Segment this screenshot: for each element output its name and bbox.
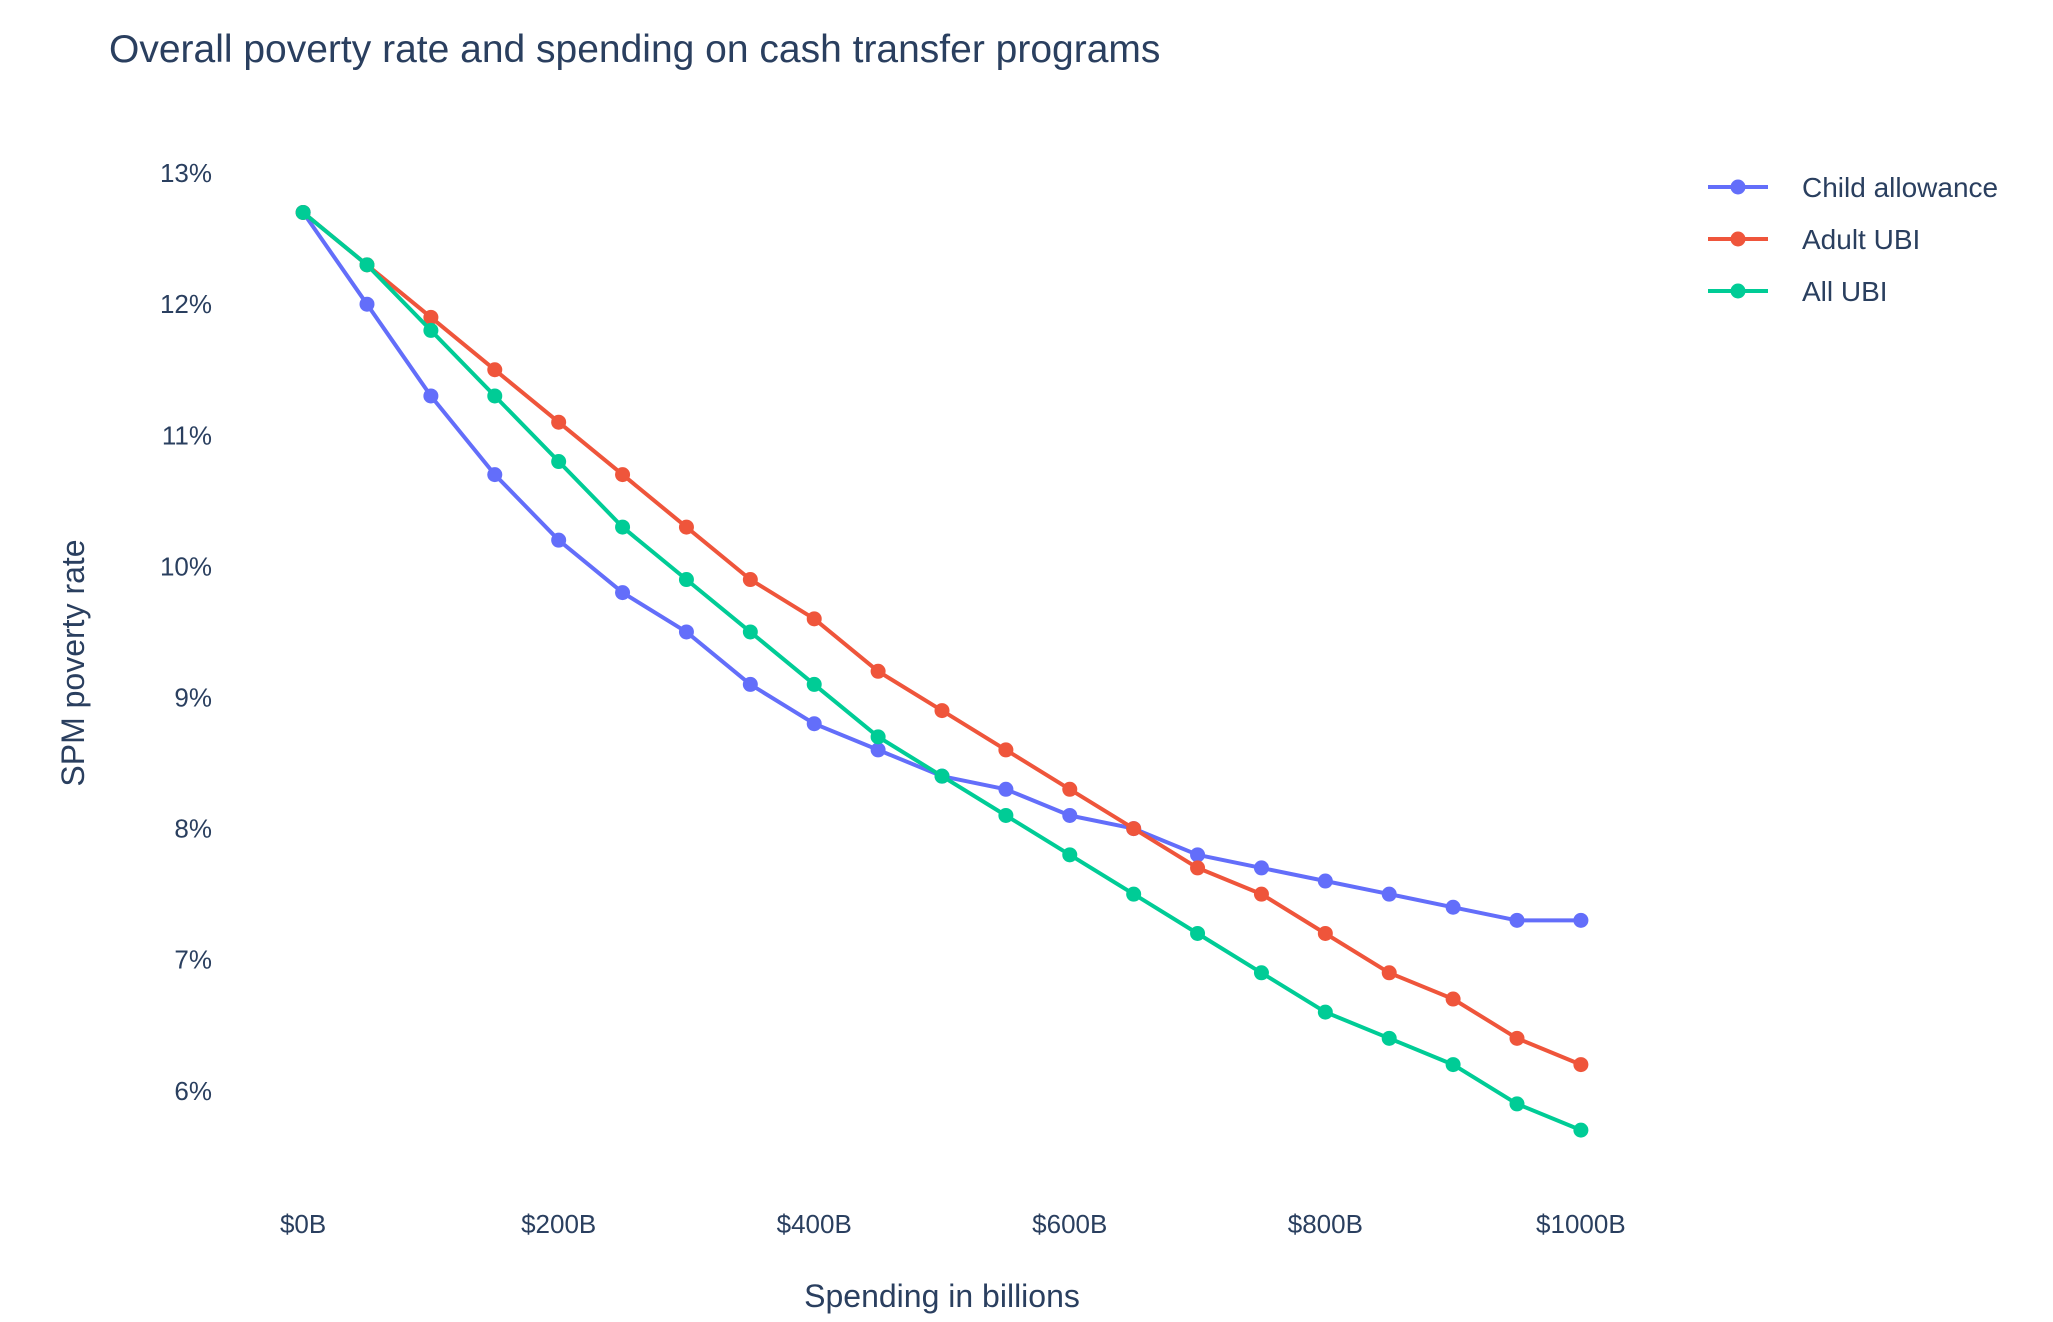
data-point: [1317, 873, 1333, 889]
x-tick-label: $0B: [280, 1209, 326, 1239]
x-tick-label: $400B: [777, 1209, 852, 1239]
data-point: [1381, 1030, 1397, 1046]
y-axis-title: SPM poverty rate: [55, 539, 91, 786]
data-point: [359, 296, 375, 312]
legend-item[interactable]: Adult UBI: [1708, 224, 1920, 255]
data-point: [1381, 965, 1397, 981]
legend-label: Adult UBI: [1802, 224, 1920, 255]
y-tick-label: 8%: [174, 814, 212, 844]
data-point: [1445, 991, 1461, 1007]
x-axis-ticks: $0B $200B $400B $600B $800B $1000B: [280, 1209, 1626, 1239]
y-tick-label: 11%: [162, 420, 212, 450]
data-point: [870, 742, 886, 758]
data-point: [1062, 807, 1078, 823]
legend[interactable]: Child allowance Adult UBI All UBI: [1708, 172, 1998, 307]
series-line: [301, 211, 1581, 923]
data-point: [806, 676, 822, 692]
y-tick-label: 10%: [160, 551, 212, 581]
data-point: [806, 716, 822, 732]
series-adult-ubi: [295, 204, 1589, 1073]
data-point: [1126, 821, 1142, 837]
data-point: [615, 467, 631, 483]
data-point: [934, 768, 950, 784]
data-point: [1381, 886, 1397, 902]
data-point: [1445, 1057, 1461, 1073]
data-point: [1573, 1057, 1589, 1073]
data-point: [295, 204, 311, 220]
data-point: [742, 624, 758, 640]
legend-swatch-marker: [1730, 231, 1746, 247]
data-point: [1062, 847, 1078, 863]
plot-area: [295, 204, 1589, 1138]
y-tick-label: 9%: [174, 682, 212, 712]
legend-item[interactable]: All UBI: [1708, 276, 1888, 307]
data-point: [423, 309, 439, 325]
x-tick-label: $800B: [1288, 1209, 1363, 1239]
data-point: [1445, 899, 1461, 915]
legend-label: Child allowance: [1802, 172, 1998, 203]
data-point: [1190, 925, 1206, 941]
data-point: [1573, 912, 1589, 928]
y-tick-label: 6%: [174, 1076, 212, 1106]
data-point: [998, 742, 1014, 758]
data-point: [1573, 1122, 1589, 1138]
legend-item[interactable]: Child allowance: [1708, 172, 1998, 203]
data-point: [934, 703, 950, 719]
y-tick-label: 12%: [160, 289, 212, 319]
data-point: [1253, 886, 1269, 902]
data-point: [998, 781, 1014, 797]
data-point: [423, 388, 439, 404]
x-tick-label: $600B: [1032, 1209, 1107, 1239]
data-point: [423, 322, 439, 338]
data-point: [678, 519, 694, 535]
data-point: [615, 519, 631, 535]
data-point: [1190, 847, 1206, 863]
data-point: [487, 362, 503, 378]
data-point: [1126, 886, 1142, 902]
x-tick-label: $1000B: [1536, 1209, 1626, 1239]
x-axis-title: Spending in billions: [804, 1278, 1080, 1314]
legend-swatch-marker: [1730, 179, 1746, 195]
data-point: [551, 532, 567, 548]
series-child-allowance: [295, 204, 1589, 928]
data-point: [1509, 1030, 1525, 1046]
chart-title: Overall poverty rate and spending on cas…: [109, 28, 1160, 71]
data-point: [678, 624, 694, 640]
legend-swatch-marker: [1730, 283, 1746, 299]
series-line: [301, 210, 1582, 1132]
data-point: [615, 585, 631, 601]
data-point: [998, 807, 1014, 823]
data-point: [1190, 860, 1206, 876]
data-point: [870, 729, 886, 745]
data-point: [1509, 1096, 1525, 1112]
data-point: [1317, 925, 1333, 941]
data-point: [551, 454, 567, 470]
data-point: [1317, 1004, 1333, 1020]
legend-label: All UBI: [1802, 276, 1888, 307]
x-tick-label: $200B: [521, 1209, 596, 1239]
data-point: [1253, 965, 1269, 981]
data-point: [551, 414, 567, 430]
data-point: [742, 676, 758, 692]
data-point: [870, 663, 886, 679]
y-tick-label: 7%: [174, 945, 212, 975]
series-line: [301, 210, 1582, 1067]
data-point: [487, 388, 503, 404]
data-point: [806, 611, 822, 627]
data-point: [742, 572, 758, 588]
data-point: [359, 257, 375, 273]
data-point: [487, 467, 503, 483]
data-point: [1509, 912, 1525, 928]
y-tick-label: 13%: [160, 158, 212, 188]
series-all-ubi: [295, 204, 1589, 1138]
y-axis-ticks: 6% 7% 8% 9% 10% 11% 12% 13%: [160, 158, 212, 1106]
data-point: [1253, 860, 1269, 876]
data-point: [678, 572, 694, 588]
data-point: [1062, 781, 1078, 797]
